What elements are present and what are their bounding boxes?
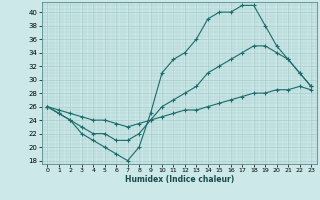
- X-axis label: Humidex (Indice chaleur): Humidex (Indice chaleur): [124, 175, 234, 184]
